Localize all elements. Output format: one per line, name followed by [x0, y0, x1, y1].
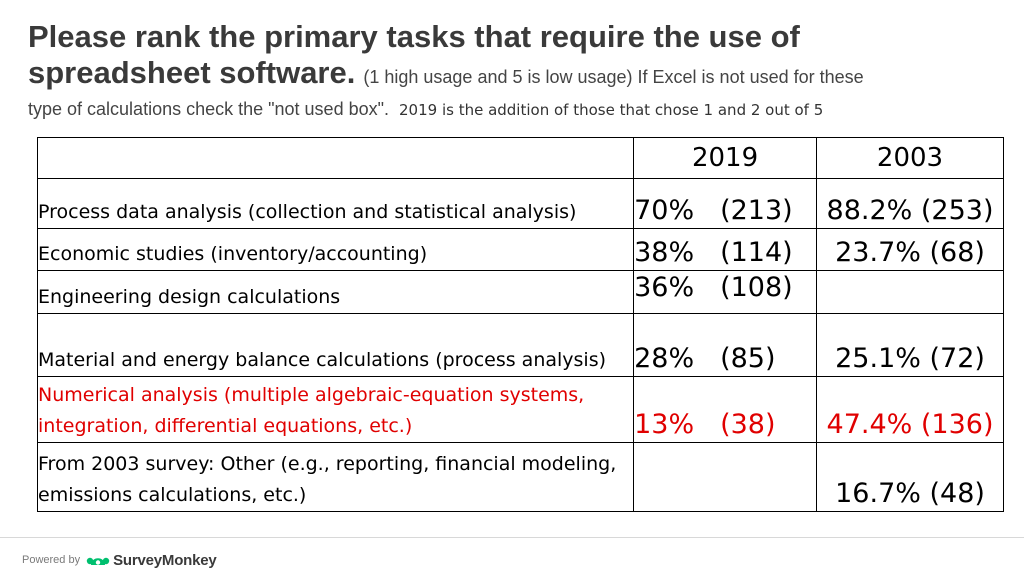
value-2019 [633, 442, 818, 512]
value-2003: 23.7% (68) [816, 228, 1004, 271]
table-row: Economic studies (inventory/accounting) … [36, 228, 1004, 271]
task-label: Economic studies (inventory/accounting) [36, 228, 635, 271]
task-label: Material and energy balance calculations… [36, 313, 635, 377]
pct-2019: 70% [634, 195, 695, 226]
pct-2019: 28% [634, 343, 695, 374]
table-row: Material and energy balance calculations… [36, 313, 1004, 377]
header-2019: 2019 [633, 137, 818, 179]
value-2019: 28% (85) [633, 313, 818, 377]
value-2003: 47.4% (136) [816, 376, 1004, 443]
value-2019: 36% (108) [633, 270, 818, 314]
pct-2019: 13% [634, 409, 695, 440]
surveymonkey-brand: SurveyMonkey [113, 551, 217, 569]
title-line-2-instructions: (1 high usage and 5 is low usage) If Exc… [363, 67, 864, 87]
value-2019: 38% (114) [633, 228, 818, 271]
header-2003: 2003 [816, 137, 1004, 179]
surveymonkey-logo[interactable]: SurveyMonkey [86, 551, 217, 569]
count-2019: (108) [720, 272, 793, 303]
value-2003: 16.7% (48) [816, 442, 1004, 512]
title-line-3-instructions: type of calculations check the "not used… [28, 99, 389, 119]
footer-divider [0, 537, 1024, 538]
title-line-1: Please rank the primary tasks that requi… [28, 19, 800, 54]
slide-title: Please rank the primary tasks that requi… [28, 18, 1008, 121]
ranking-table: 2019 2003 Process data analysis (collect… [36, 137, 1004, 512]
surveymonkey-logo-icon [86, 557, 110, 565]
count-2019: (213) [720, 195, 793, 226]
table-row: Process data analysis (collection and st… [36, 178, 1004, 229]
value-2003: 88.2% (253) [816, 178, 1004, 229]
footer: Powered by SurveyMonkey [22, 548, 217, 572]
header-blank [36, 137, 635, 179]
table-row-highlighted: Numerical analysis (multiple algebraic-e… [36, 376, 1004, 443]
table-row: Engineering design calculations 36% (108) [36, 270, 1004, 314]
pct-2019: 36% [634, 272, 695, 303]
task-label: From 2003 survey: Other (e.g., reporting… [36, 442, 635, 512]
count-2019: (85) [720, 343, 776, 374]
task-label: Numerical analysis (multiple algebraic-e… [36, 376, 635, 443]
value-2019: 70% (213) [633, 178, 818, 229]
title-line-3: type of calculations check the "not used… [28, 98, 1008, 121]
value-2003 [816, 270, 1004, 314]
title-note: 2019 is the addition of those that chose… [399, 101, 824, 119]
table-header-row: 2019 2003 [36, 137, 1004, 179]
pct-2019: 38% [634, 237, 695, 268]
task-label: Engineering design calculations [36, 270, 635, 314]
powered-by-label: Powered by [22, 554, 81, 566]
count-2019: (38) [720, 409, 776, 440]
value-2019: 13% (38) [633, 376, 818, 443]
title-line-2: spreadsheet software. (1 high usage and 5… [28, 56, 1008, 96]
title-line-2-bold: spreadsheet software. [28, 55, 356, 90]
table-row: From 2003 survey: Other (e.g., reporting… [36, 442, 1004, 512]
task-label: Process data analysis (collection and st… [36, 178, 635, 229]
value-2003: 25.1% (72) [816, 313, 1004, 377]
count-2019: (114) [720, 237, 793, 268]
